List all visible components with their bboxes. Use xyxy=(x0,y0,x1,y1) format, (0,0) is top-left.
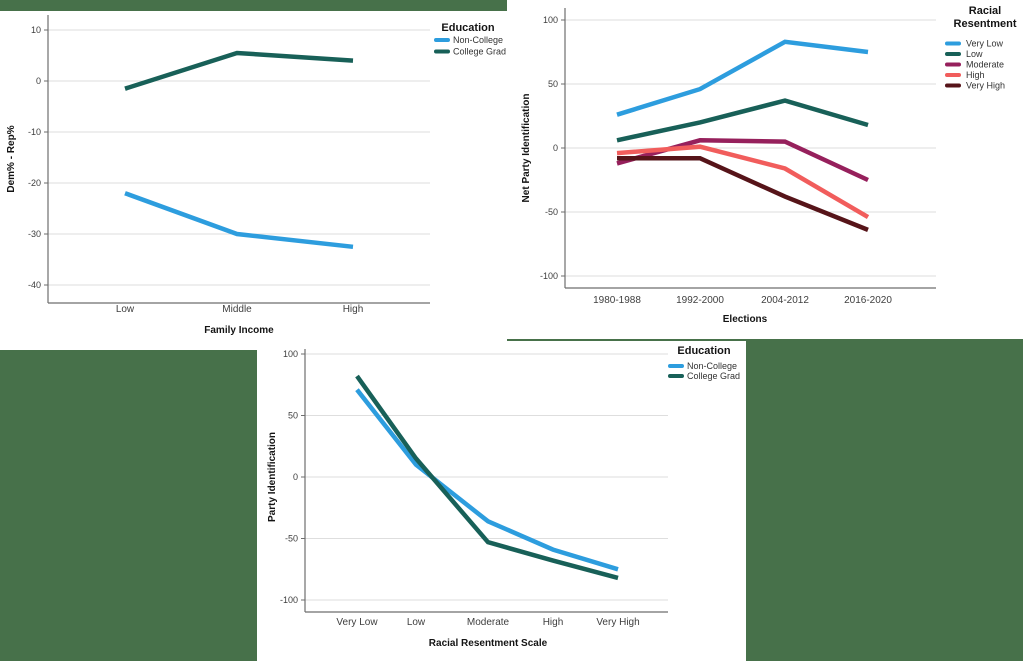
legend-swatch-non-college xyxy=(668,364,684,368)
x-category-label: 1980-1988 xyxy=(593,295,641,306)
x-category-label: 2016-2020 xyxy=(844,295,892,306)
x-axis-title: Racial Resentment Scale xyxy=(429,638,548,649)
legend-item-label: Very High xyxy=(966,81,1005,91)
y-tick-label: 100 xyxy=(283,349,298,359)
x-category-label: Moderate xyxy=(467,617,510,628)
y-tick-label: 0 xyxy=(293,472,298,482)
series-line-college-grad xyxy=(124,50,354,91)
legend-item-label: College Grad xyxy=(453,47,506,57)
legend-swatch-high xyxy=(945,73,961,77)
y-tick-label: 10 xyxy=(31,25,41,35)
y-axis-title: Net Party Identification xyxy=(521,94,532,203)
chart-canvas: 10 0 -10 -20 -30 -40 Low Middle High Family Incom… xyxy=(6,15,506,336)
y-tick-label: 50 xyxy=(548,79,558,89)
chart-canvas: 100 50 0 -50 -100 1980-1988 1992-2000 2004-2012… xyxy=(521,5,1017,325)
series-line-high xyxy=(616,144,870,220)
legend-item-label: Low xyxy=(966,49,983,59)
x-category-label: Low xyxy=(116,304,135,315)
legend-title: Education xyxy=(677,345,730,357)
y-tick-label: -40 xyxy=(28,280,41,290)
legend-item-label: Non-College xyxy=(453,35,503,45)
legend-swatch-low xyxy=(945,52,961,56)
x-category-label: Very Low xyxy=(336,617,378,628)
chart-panel-elections: 100 50 0 -50 -100 1980-1988 1992-2000 2004-2012… xyxy=(507,0,1023,339)
legend-title: Racial xyxy=(969,5,1001,17)
chart-panel-resentment-scale: 100 50 0 -50 -100 Very Low Low Moderate High Very… xyxy=(257,341,746,661)
x-category-label: 1992-2000 xyxy=(676,295,724,306)
legend-swatch-non-college xyxy=(434,38,450,42)
series-line-non-college xyxy=(124,191,354,250)
y-tick-label: -20 xyxy=(28,178,41,188)
y-tick-label: 0 xyxy=(36,76,41,86)
series-line-college-grad xyxy=(355,374,619,581)
x-category-label: Middle xyxy=(222,304,252,315)
legend-item-label: Moderate xyxy=(966,60,1004,70)
legend-swatch-moderate xyxy=(945,62,961,67)
legend-item-label: Non-College xyxy=(687,361,737,371)
series-line-very-high xyxy=(617,155,869,232)
y-tick-label: -100 xyxy=(280,595,298,605)
chart-panel-family-income: 10 0 -10 -20 -30 -40 Low Middle High Family Incom… xyxy=(0,11,507,350)
legend-title: Resentment xyxy=(954,18,1017,30)
legend-swatch-very-low xyxy=(945,41,961,46)
y-tick-label: -50 xyxy=(285,534,298,544)
y-axis-title: Party Identification xyxy=(267,432,278,522)
legend-swatch-college-grad xyxy=(434,49,450,54)
legend-title: Education xyxy=(441,22,494,34)
series-line-very-low xyxy=(616,39,869,117)
x-axis-title: Elections xyxy=(723,314,768,325)
y-tick-label: -50 xyxy=(545,207,558,217)
y-tick-label: 50 xyxy=(288,411,298,421)
x-category-label: High xyxy=(343,304,364,315)
y-axis-title: Dem% - Rep% xyxy=(6,125,17,192)
x-category-label: Very High xyxy=(596,617,639,628)
legend-item-label: High xyxy=(966,70,985,80)
x-axis-title: Family Income xyxy=(204,325,274,336)
x-category-label: Low xyxy=(407,617,426,628)
y-tick-label: 0 xyxy=(553,143,558,153)
legend-item-label: Very Low xyxy=(966,39,1004,49)
x-category-label: 2004-2012 xyxy=(761,295,809,306)
y-tick-label: -100 xyxy=(540,271,558,281)
series-line-low xyxy=(616,98,869,143)
y-tick-label: 100 xyxy=(543,15,558,25)
y-tick-label: -30 xyxy=(28,229,41,239)
series-line-non-college xyxy=(355,388,619,572)
chart-canvas: 100 50 0 -50 -100 Very Low Low Moderate High Very… xyxy=(267,345,740,649)
legend-item-label: College Grad xyxy=(687,371,740,381)
y-tick-label: -10 xyxy=(28,127,41,137)
legend-swatch-very-high xyxy=(945,83,961,88)
legend-swatch-college-grad xyxy=(668,374,684,378)
x-category-label: High xyxy=(543,617,564,628)
